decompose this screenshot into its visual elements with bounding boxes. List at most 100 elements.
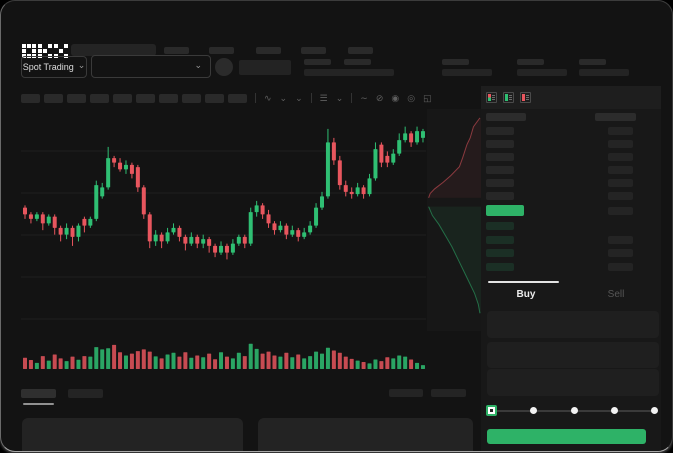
top-nav [1,19,672,58]
bottom-tab-active-skeleton[interactable] [21,389,56,398]
chart-type-chevron-icon[interactable]: ⌄ [295,92,303,103]
nav-item-skeleton[interactable] [209,47,234,54]
ticker-row: Spot Trading ⌄ ⌄ [1,53,672,85]
nav-item-skeleton[interactable] [256,47,281,54]
orderbook-bid-row[interactable] [481,262,661,273]
tab-sell[interactable]: Sell [607,288,625,300]
drawing-tools-icon[interactable]: ⊘ [375,92,384,103]
buy-tab-indicator [488,281,559,283]
amount-input-skeleton[interactable] [487,342,659,368]
timeframe-button-skeleton[interactable] [90,93,109,103]
skeleton-bar [486,153,514,161]
toolbar-divider [351,93,353,103]
nav-item-skeleton[interactable] [164,47,189,54]
bottom-tab-skeleton[interactable] [68,389,103,398]
skeleton-bar [608,140,633,148]
skeleton-bar [486,166,514,174]
skeleton-bar [608,153,633,161]
toolbar-divider [310,93,312,103]
orderbook-bid-row[interactable] [481,222,661,232]
tab-buy[interactable]: Buy [516,288,536,300]
skeleton-bar [486,205,524,216]
skeleton-bar [608,127,633,135]
skeleton-bar [608,235,633,244]
candlestick-chart[interactable] [21,109,481,371]
slider-stop-dot[interactable] [651,407,658,414]
market-type-label: Spot Trading [22,62,74,72]
orderbook-ask-row[interactable] [481,153,661,163]
timeframe-button-skeleton[interactable] [21,93,40,103]
timeframe-button-skeleton[interactable] [205,93,224,103]
chevron-down-icon: ⌄ [77,60,86,70]
total-input-skeleton[interactable] [487,369,659,396]
combined-book-icon[interactable] [486,92,497,103]
skeleton-bar [486,262,514,271]
timeframe-button-skeleton[interactable] [182,93,201,103]
asks-book-icon[interactable] [520,92,531,103]
skeleton-bar [486,192,514,200]
orderbook-header[interactable] [481,113,661,123]
skeleton-bar [486,140,514,148]
bottom-action-skeleton[interactable] [389,389,423,397]
price-input-skeleton[interactable] [487,311,659,338]
skeleton-bar [486,127,514,135]
nav-item-skeleton[interactable] [348,47,373,54]
amount-slider[interactable] [486,405,658,416]
orderbook-bid-row[interactable] [481,249,661,259]
timeframe-button-skeleton[interactable] [67,93,86,103]
slider-stop-dot[interactable] [570,407,578,414]
orderbook-ask-row[interactable] [481,140,661,150]
timeframe-button-skeleton[interactable] [159,93,178,103]
orderbook-ask-row[interactable] [481,127,661,137]
market-type-dropdown[interactable]: Spot Trading ⌄ [21,56,87,78]
orderbook-bid-row[interactable] [481,235,661,246]
slider-stop-dot[interactable] [610,407,618,414]
chart-toolbar: ∿ ⌄ ⌄ ☰ ⌄ ∼ ⊘ ◉ ◎ ◱ [21,91,436,105]
screenshot-icon[interactable]: ◉ [391,92,400,103]
fullscreen-icon[interactable]: ◱ [423,92,432,103]
chart-area [21,109,481,371]
slider-handle[interactable] [486,405,497,416]
candle-type-icon[interactable]: ☰ [319,92,328,103]
orderbook-last-price-row[interactable] [481,205,661,216]
line-style-chevron-icon[interactable]: ⌄ [279,92,288,103]
indicators-icon[interactable]: ∼ [360,92,368,103]
bottom-panel-left [22,418,243,451]
skeleton-bar [486,235,514,244]
timeframe-button-skeleton[interactable] [113,93,132,103]
skeleton-bar [608,179,633,187]
orderbook-view-toolbar [481,86,661,109]
skeleton-bar [486,179,514,187]
slider-stop-dot[interactable] [530,407,538,414]
ticker-stat-skeleton [579,59,629,76]
active-tab-underline [23,403,54,405]
bottom-action-skeleton[interactable] [431,389,466,397]
nav-search-skeleton[interactable] [71,44,156,56]
bottom-panel-right [258,418,473,451]
orderbook-ask-row[interactable] [481,166,661,176]
orderbook-ask-row[interactable] [481,179,661,189]
skeleton-bar [486,222,514,230]
candle-type-chevron-icon[interactable]: ⌄ [335,92,344,103]
timeframe-button-skeleton[interactable] [228,93,247,103]
pair-name-skeleton [239,60,291,75]
timeframe-button-skeleton[interactable] [44,93,63,103]
ticker-stat-skeleton [344,59,394,76]
nav-item-skeleton[interactable] [301,47,326,54]
bids-book-icon[interactable] [503,92,514,103]
skeleton-bar [608,207,633,215]
pair-selector-dropdown[interactable]: ⌄ [91,55,211,78]
timeframe-button-skeleton[interactable] [136,93,155,103]
ticker-stat-skeleton [442,59,492,76]
skeleton-bar [486,249,514,257]
ticker-stat-skeleton [304,59,354,76]
orderbook-ask-row[interactable] [481,192,661,202]
buy-submit-button[interactable] [487,429,646,444]
line-style-icon[interactable]: ∿ [264,92,272,103]
skeleton-bar [608,192,633,200]
settings-icon[interactable]: ◎ [407,92,416,103]
skeleton-bar [595,113,636,121]
trade-panel: Buy Sell [481,86,661,451]
buy-sell-tabs: Buy Sell [481,283,661,305]
chevron-down-icon: ⌄ [194,59,202,70]
